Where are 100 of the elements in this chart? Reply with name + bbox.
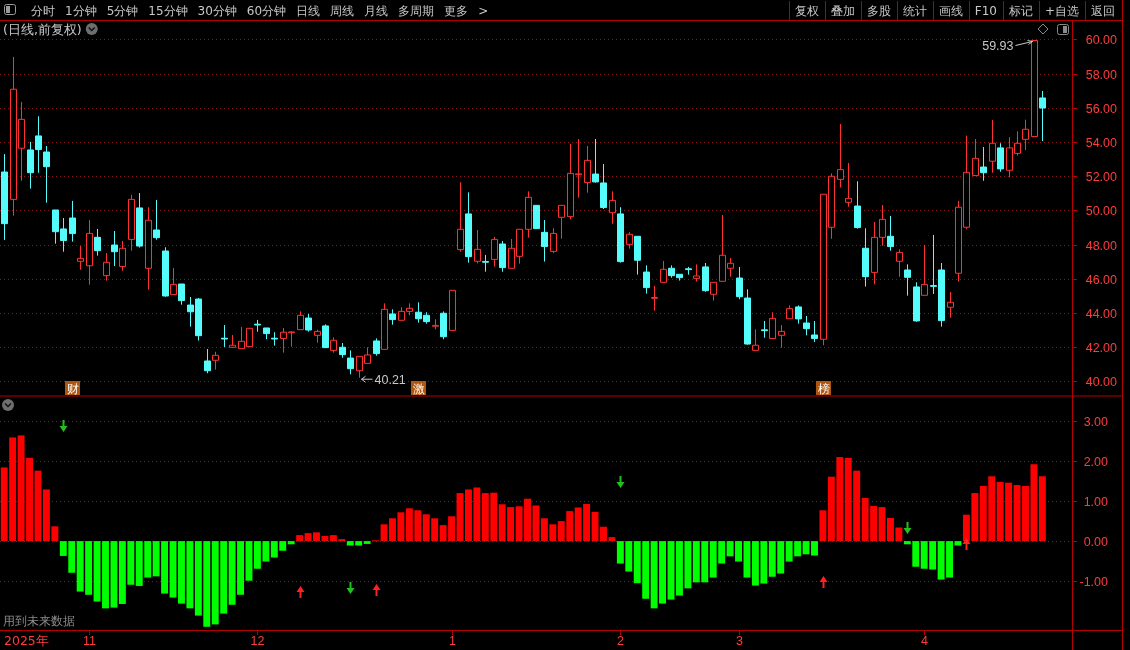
candlestick [904,263,911,297]
candlestick [322,323,329,349]
candlestick [811,320,818,343]
candlestick [972,138,979,177]
candlestick [271,331,278,347]
candlestick [997,142,1004,173]
candlestick [499,240,506,273]
candlestick [111,230,118,267]
annotation: 59.93 [982,39,1014,54]
candlestick [1022,119,1029,151]
candlestick [449,289,456,331]
point [372,584,381,596]
point [296,586,305,598]
candlestick [314,329,321,344]
y-tick-label: -1.00 [1079,575,1109,589]
candlestick [947,291,954,319]
candlestick [752,328,759,351]
candlestick [980,146,987,182]
candlestick [795,304,802,325]
candlestick [86,219,93,286]
candlestick [1031,40,1038,138]
candlestick [626,231,633,250]
candlestick [432,318,439,330]
point [903,522,912,534]
bar [287,541,295,545]
candlestick [263,327,270,340]
candlestick [761,320,768,339]
candlestick [254,319,261,333]
point [819,576,828,588]
candlestick [786,304,793,320]
candlestick [845,162,852,208]
candlestick [103,252,110,282]
candlestick [634,235,641,276]
x-tick-label: 12 [250,634,265,648]
x-tick-label: 激 [412,381,425,396]
x-tick-label: 4 [921,634,929,648]
y-tick-label: 54.00 [1085,136,1118,150]
candlestick [330,336,337,354]
y-tick-label: 42.00 [1085,341,1118,355]
y-tick-label: 50.00 [1085,204,1118,218]
x-tick-label: 财 [66,381,79,396]
candlestick [702,262,709,293]
candlestick [305,313,312,333]
bar [1038,476,1046,542]
candlestick [584,145,591,194]
bar [819,510,827,542]
candlestick [178,283,185,306]
candlestick [491,236,498,268]
candlestick [533,204,540,230]
candlestick [381,302,388,350]
point [59,420,68,432]
candlestick [482,254,489,273]
candlestick [389,308,396,326]
y-tick-label: 1.00 [1083,495,1109,509]
candlestick [119,240,126,272]
candlestick [43,145,50,204]
chart-title: (日线,前复权) [3,22,82,37]
y-tick-label: 0.00 [1083,535,1109,549]
candlestick [550,227,557,254]
candlestick [541,219,548,263]
candlestick [339,342,346,359]
candlestick [643,264,650,295]
candlestick [221,324,228,348]
y-tick-label: 52.00 [1085,170,1118,184]
y-tick-label: 3.00 [1083,415,1109,429]
candlestick [1039,90,1046,142]
candlestick [617,206,624,264]
annotation: 40.21 [374,372,406,387]
candlestick [457,181,464,253]
point [962,538,971,550]
x-axis-title: 2025年 [4,633,49,648]
candlestick [474,229,481,264]
candlestick [887,215,894,252]
bar [954,541,962,546]
candlestick [229,334,236,348]
candlestick [145,206,152,291]
x-tick-label: 榜 [817,381,830,396]
candlestick [736,266,743,300]
point [616,476,625,488]
candlestick [837,123,844,189]
candlestick [989,119,996,174]
text: 分时 1分钟 5分钟 15分钟 30分钟 60分钟 日线 周线 月线 多周期 更多 > [31,4,489,18]
x-tick-label: 3 [736,634,744,648]
candlestick [854,180,861,230]
y-tick-label: 40.00 [1085,375,1118,389]
candlestick [153,199,160,241]
annotation: 用到未来数据 [3,614,75,628]
point [346,582,355,594]
bar [296,535,304,542]
bar [363,541,371,544]
candlestick [862,227,869,288]
candlestick [162,246,169,298]
candlestick [347,349,354,375]
candlestick [1,153,8,241]
text: 复权 叠加 多股 统计 画线 F10 标记 +自选 返回 [794,4,1115,18]
candlestick [170,267,177,296]
candlestick [94,228,101,257]
candlestick [212,351,219,371]
candlestick [204,348,211,374]
candlestick [609,190,616,225]
